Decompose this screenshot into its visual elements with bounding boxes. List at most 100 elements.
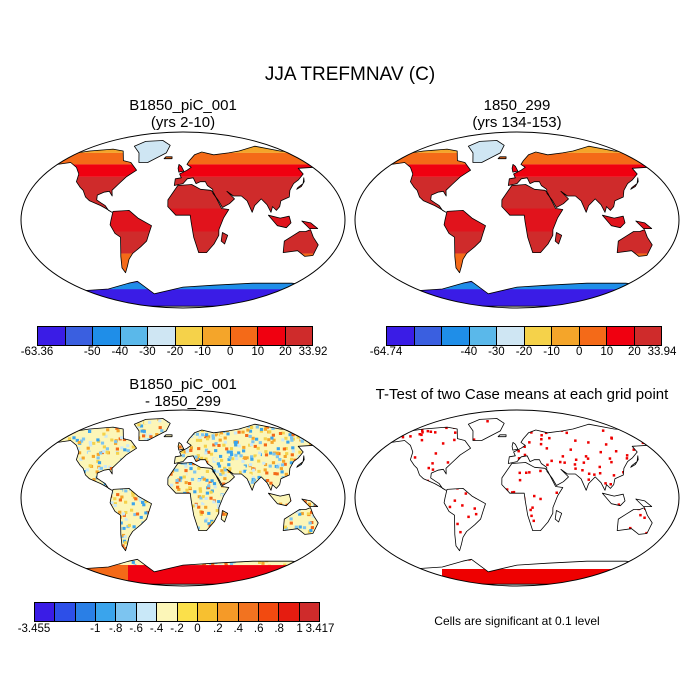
diff-cell: [260, 464, 264, 468]
diff-cell: [229, 447, 234, 451]
diff-cell: [160, 429, 164, 433]
ocean: [21, 410, 345, 586]
diff-cell: [304, 564, 308, 568]
diff-cell: [44, 445, 46, 449]
diff-cell: [33, 446, 36, 449]
diff-cell: [306, 512, 310, 516]
coastline-australia: [282, 229, 319, 257]
diff-cell: [200, 456, 204, 460]
diff-cell: [199, 512, 203, 516]
diff-cell: [345, 509, 348, 512]
diff-cell: [337, 445, 340, 448]
map-border: [20, 131, 346, 309]
diff-cell: [201, 502, 205, 506]
diff-cell: [310, 526, 314, 530]
diff-cell: [182, 450, 187, 454]
diff-cell: [309, 564, 313, 568]
diff-cell: [293, 418, 297, 421]
diff-cell: [339, 567, 342, 570]
diff-cell: [28, 447, 31, 450]
diff-cell: [344, 448, 347, 451]
diff-cell: [19, 423, 22, 426]
diff-cell: [343, 562, 346, 565]
diff-cell: [34, 415, 37, 418]
diff-cell: [339, 578, 342, 581]
diff-cell: [204, 519, 208, 523]
diff-cell: [204, 451, 208, 455]
diff-cell: [231, 581, 235, 585]
diff-cell: [278, 458, 282, 461]
diff-cell: [22, 427, 25, 430]
significant-cell: [604, 482, 607, 485]
diff-cell: [239, 470, 243, 474]
diff-cell: [52, 585, 55, 588]
diff-cell: [327, 581, 331, 585]
significant-cell: [456, 522, 459, 526]
significance-note: Cells are significant at 0.1 level: [434, 614, 600, 628]
diff-cell: [19, 467, 22, 470]
diff-cell: [36, 567, 39, 570]
diff-cell: [175, 479, 179, 482]
diff-cell: [212, 469, 216, 473]
diff-cell: [131, 502, 135, 506]
diff-cell: [131, 491, 135, 495]
diff-cell: [288, 418, 292, 422]
diff-cell: [79, 415, 82, 418]
diff-cell: [338, 552, 341, 555]
significant-cell: [563, 461, 566, 464]
diff-cell: [78, 408, 81, 411]
diff-cell: [101, 411, 104, 414]
diff-cell: [343, 418, 346, 421]
diff-cell: [290, 411, 293, 414]
diff-cell: [104, 409, 107, 412]
diff-cell: [190, 477, 195, 481]
colorbar-case1-ticks: -63.36 -50 -40 -30 -20 -10 0 10 20 33.92: [21, 346, 328, 360]
diff-cell: [211, 436, 215, 440]
diff-cell: [347, 560, 348, 563]
colorbar-tick-label: 10: [251, 346, 265, 358]
diff-cell: [295, 587, 298, 588]
diff-cell: [283, 525, 287, 529]
diff-cell: [110, 413, 113, 416]
diff-cell: [328, 425, 332, 429]
diff-cell: [207, 511, 211, 515]
diff-cell: [255, 582, 259, 585]
coastline-greenland: [133, 418, 171, 441]
significant-cell: [366, 460, 369, 463]
diff-cell: [317, 580, 321, 584]
diff-cell: [128, 440, 133, 444]
significant-cell: [431, 468, 435, 471]
diff-cell: [316, 574, 320, 578]
diff-cell: [258, 561, 262, 564]
diff-cell: [240, 411, 243, 414]
diff-cell: [320, 432, 324, 436]
diff-cell: [135, 512, 140, 516]
significant-cell: [434, 452, 438, 455]
diff-cell: [50, 408, 53, 411]
significant-cell: [533, 494, 536, 498]
coastline-iceland: [497, 156, 507, 160]
significant-cell: [674, 431, 677, 434]
diff-cell: [56, 562, 60, 566]
diff-cell: [217, 464, 222, 468]
diff-cell: [216, 562, 220, 566]
significant-cell: [529, 508, 532, 512]
diff-cell: [139, 409, 142, 412]
colorbar-tick-label: -64.74: [369, 346, 403, 358]
diff-cell: [345, 475, 348, 478]
diff-cell: [321, 418, 325, 421]
diff-cell: [315, 411, 318, 414]
diff-cell: [116, 429, 120, 433]
diff-cell: [335, 453, 337, 457]
diff-cell: [269, 573, 273, 577]
significant-cell: [426, 429, 430, 433]
diff-cell: [131, 560, 135, 564]
diff-cell: [343, 474, 346, 477]
diff-cell: [28, 567, 31, 570]
diff-cell: [340, 529, 343, 532]
diff-cell: [301, 529, 305, 533]
diff-cell: [331, 444, 335, 448]
colorbar-swatch: [175, 327, 203, 345]
diff-cell: [105, 580, 109, 583]
diff-cell: [26, 421, 29, 424]
